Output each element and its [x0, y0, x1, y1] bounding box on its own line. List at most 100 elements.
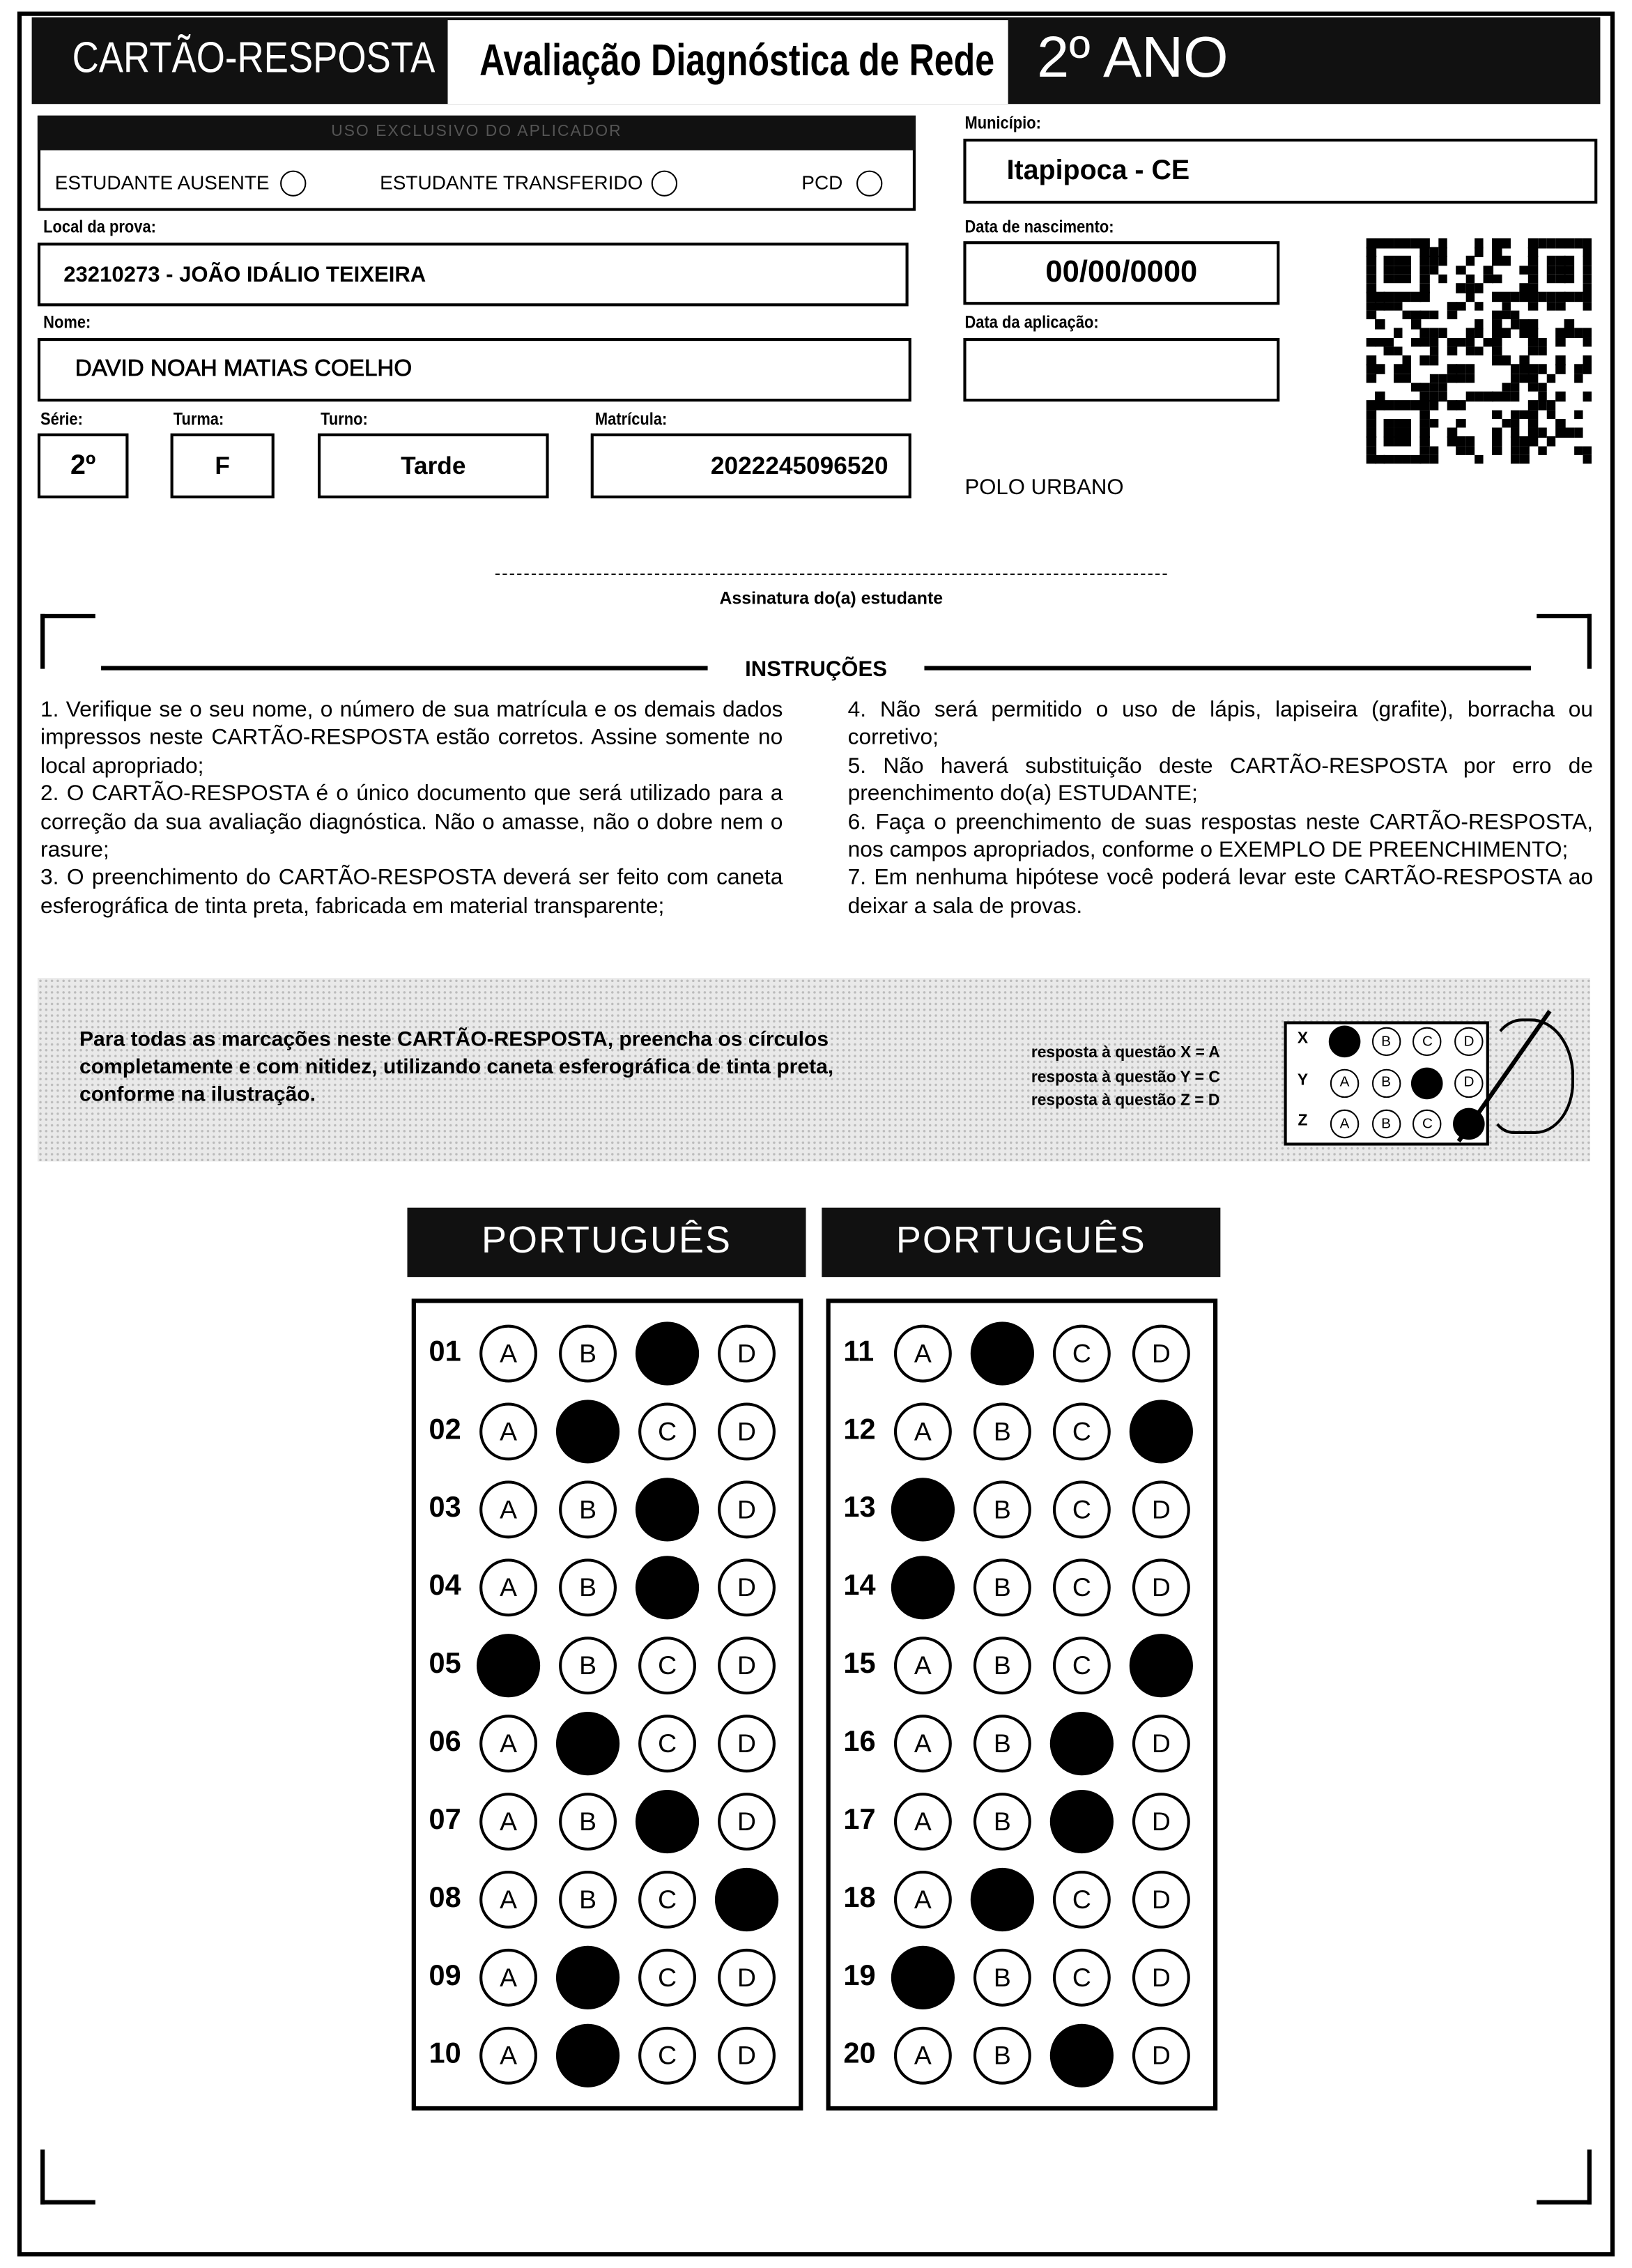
- qr-module: [1375, 319, 1385, 329]
- subtitle-box: [447, 20, 1008, 105]
- question-number: 20: [843, 2038, 876, 2071]
- qr-module: [1429, 310, 1439, 320]
- qr-module: [1420, 292, 1430, 302]
- question-number: 08: [429, 1882, 461, 1915]
- rule: [101, 666, 708, 671]
- qr-module: [1402, 454, 1412, 464]
- qr-module: [1402, 400, 1412, 411]
- qr-module: [1492, 427, 1502, 438]
- qr-module: [1438, 256, 1448, 266]
- filled-bubble: [555, 1945, 620, 2009]
- answer-bubble: B: [973, 1793, 1031, 1851]
- qr-module: [1375, 391, 1385, 401]
- qr-module: [1537, 391, 1547, 401]
- qr-module: [1564, 427, 1574, 438]
- answer-bubble: B: [973, 1948, 1031, 2007]
- qr-module: [1528, 373, 1538, 383]
- qr-module: [1555, 274, 1565, 284]
- answer-bubble: C: [638, 1402, 696, 1461]
- outer-border: [17, 11, 1615, 2257]
- answer-bubble: C: [1052, 1637, 1111, 1695]
- qr-module: [1456, 365, 1466, 374]
- qr-module: [1465, 328, 1475, 338]
- example-row-label: Y: [1297, 1071, 1309, 1089]
- question-number: 14: [843, 1570, 876, 1602]
- filled-bubble: [891, 1945, 955, 2009]
- qr-module: [1447, 373, 1457, 383]
- answer-bubble: A: [479, 1793, 538, 1851]
- answer-bubble: D: [1132, 1558, 1190, 1617]
- qr-module: [1429, 346, 1439, 356]
- qr-module: [1438, 274, 1448, 284]
- filled-bubble: [555, 1712, 620, 1776]
- example-row-label: X: [1297, 1029, 1309, 1048]
- field-label: Turma:: [173, 408, 224, 429]
- qr-module: [1384, 301, 1394, 312]
- qr-module: [1456, 283, 1466, 293]
- example-bubble: D: [1454, 1027, 1484, 1057]
- applicator-bar: [37, 115, 916, 151]
- qr-module: [1537, 238, 1547, 248]
- qr-module: [1447, 400, 1457, 411]
- field-box: [963, 241, 1280, 305]
- qr-module: [1402, 365, 1412, 374]
- qr-module: [1528, 346, 1538, 356]
- qr-module: [1456, 373, 1466, 383]
- qr-module: [1555, 328, 1565, 338]
- answer-bubble: C: [638, 2026, 696, 2085]
- question-number: 04: [429, 1570, 461, 1602]
- qr-module: [1483, 337, 1493, 347]
- answer-bubble: C: [1052, 1324, 1111, 1383]
- qr-module: [1366, 373, 1376, 383]
- subject-title: PORTUGUÊS: [481, 1218, 732, 1262]
- qr-module: [1474, 346, 1484, 356]
- qr-module: [1384, 274, 1394, 284]
- polo: POLO URBANO: [964, 475, 1124, 500]
- qr-module: [1393, 238, 1403, 248]
- field-box: [170, 433, 275, 499]
- qr-module: [1583, 391, 1592, 401]
- corner-bracket: [40, 613, 95, 669]
- qr-module: [1474, 247, 1484, 257]
- answer-bubble: A: [893, 1715, 952, 1773]
- qr-module: [1366, 310, 1376, 320]
- qr-module: [1366, 274, 1376, 284]
- filled-bubble: [1129, 1634, 1193, 1698]
- qr-module: [1420, 337, 1430, 347]
- qr-module: [1420, 400, 1430, 411]
- qr-module: [1447, 310, 1457, 320]
- qr-module: [1465, 274, 1475, 284]
- question-number: 05: [429, 1648, 461, 1680]
- qr-module: [1537, 337, 1547, 347]
- qr-module: [1492, 355, 1502, 365]
- qr-module: [1375, 292, 1385, 302]
- qr-module: [1366, 283, 1376, 293]
- qr-module: [1519, 328, 1530, 338]
- instructions-title: INSTRUÇÕES: [745, 657, 887, 682]
- qr-module: [1528, 427, 1538, 438]
- qr-module: [1510, 436, 1521, 447]
- qr-module: [1402, 292, 1412, 302]
- qr-module: [1583, 355, 1592, 365]
- qr-module: [1537, 427, 1547, 438]
- filled-bubble: [635, 1321, 700, 1386]
- qr-module: [1393, 274, 1403, 284]
- filled-bubble: [635, 1789, 700, 1854]
- answer-bubble: D: [1132, 1948, 1190, 2007]
- example-bubble: B: [1371, 1027, 1401, 1057]
- qr-module: [1447, 427, 1457, 438]
- qr-module: [1375, 365, 1385, 374]
- qr-module: [1447, 337, 1457, 347]
- question-number: 10: [429, 2038, 461, 2071]
- qr-module: [1402, 418, 1412, 429]
- qr-module: [1456, 265, 1466, 275]
- qr-module: [1393, 373, 1403, 383]
- answer-bubble: A: [479, 1948, 538, 2007]
- qr-module: [1375, 301, 1385, 312]
- qr-module: [1537, 382, 1547, 392]
- qr-module: [1366, 445, 1376, 455]
- qr-module: [1528, 436, 1538, 447]
- answer-bubble: D: [718, 1324, 776, 1383]
- qr-module: [1510, 454, 1521, 464]
